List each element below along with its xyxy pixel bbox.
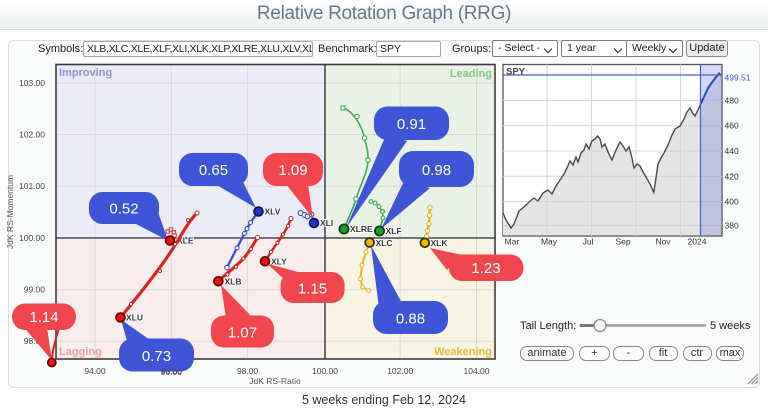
svg-text:Leading: Leading	[450, 68, 492, 80]
svg-text:XLF: XLF	[386, 226, 402, 236]
svg-text:499.51: 499.51	[725, 73, 751, 83]
svg-text:460: 460	[725, 121, 739, 131]
svg-text:Lagging: Lagging	[59, 346, 102, 358]
svg-text:380: 380	[725, 220, 739, 230]
svg-text:XLI: XLI	[320, 218, 333, 228]
svg-text:XLB: XLB	[225, 277, 242, 287]
svg-text:XLU: XLU	[126, 313, 143, 323]
svg-text:0.88: 0.88	[396, 311, 425, 328]
svg-text:XLK: XLK	[431, 238, 449, 248]
svg-text:1.14: 1.14	[29, 309, 58, 326]
svg-text:XLC: XLC	[376, 238, 393, 248]
svg-text:1.15: 1.15	[298, 281, 327, 298]
svg-text:Jul: Jul	[583, 237, 594, 247]
svg-text:SPY: SPY	[506, 67, 526, 78]
svg-text:100.00: 100.00	[312, 366, 338, 376]
svg-text:96.00: 96.00	[161, 367, 183, 377]
svg-text:Improving: Improving	[59, 67, 112, 79]
svg-text:400: 400	[725, 197, 739, 207]
svg-text:94.00: 94.00	[84, 366, 106, 376]
svg-text:1.23: 1.23	[471, 260, 500, 277]
svg-text:JdK RS-Momentum: JdK RS-Momentum	[5, 175, 15, 249]
svg-text:98.00: 98.00	[237, 366, 259, 376]
svg-text:0.65: 0.65	[199, 162, 228, 179]
svg-text:XLRE: XLRE	[350, 224, 373, 234]
svg-text:0.73: 0.73	[142, 348, 171, 365]
svg-text:Sep: Sep	[615, 237, 630, 247]
svg-text:102.00: 102.00	[387, 366, 413, 376]
svg-text:101.00: 101.00	[19, 181, 45, 191]
svg-text:Mar: Mar	[505, 237, 520, 247]
svg-text:102.00: 102.00	[19, 130, 45, 140]
svg-text:440: 440	[725, 146, 739, 156]
svg-text:0.98: 0.98	[422, 162, 451, 179]
svg-text:XLE: XLE	[177, 236, 194, 246]
svg-text:XLV: XLV	[265, 207, 281, 217]
svg-text:2024: 2024	[688, 237, 707, 247]
svg-text:Nov: Nov	[655, 237, 671, 247]
svg-text:103.00: 103.00	[19, 78, 45, 88]
svg-text:104.00: 104.00	[464, 366, 490, 376]
svg-text:0.52: 0.52	[109, 201, 138, 218]
svg-text:420: 420	[725, 171, 739, 181]
svg-text:JdK RS-Ratio: JdK RS-Ratio	[249, 376, 301, 386]
svg-text:XLY: XLY	[271, 257, 287, 267]
svg-text:98.00: 98.00	[24, 336, 46, 346]
svg-text:1.07: 1.07	[228, 325, 257, 342]
svg-text:May: May	[541, 237, 558, 247]
svg-text:0.91: 0.91	[397, 116, 426, 133]
svg-text:100.00: 100.00	[19, 233, 45, 243]
svg-text:99.00: 99.00	[24, 285, 46, 295]
svg-text:Weakening: Weakening	[434, 346, 492, 358]
svg-text:480: 480	[725, 95, 739, 105]
svg-text:1.09: 1.09	[278, 162, 307, 179]
